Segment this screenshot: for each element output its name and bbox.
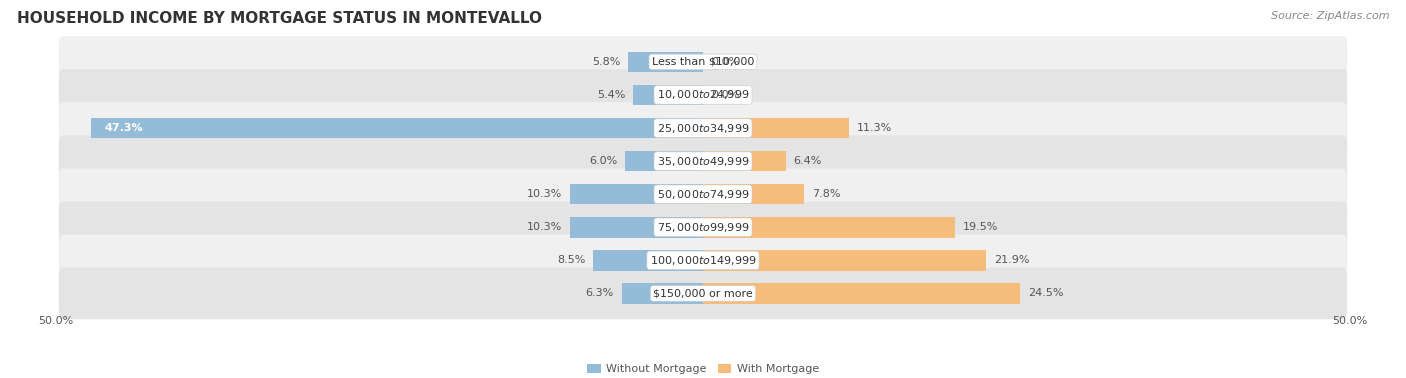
Bar (91, 118, 703, 138)
Text: $50,000 to $74,999: $50,000 to $74,999 (657, 188, 749, 201)
Text: 10.3%: 10.3% (527, 222, 562, 232)
Bar (703, 118, 849, 138)
Text: HOUSEHOLD INCOME BY MORTGAGE STATUS IN MONTEVALLO: HOUSEHOLD INCOME BY MORTGAGE STATUS IN M… (17, 11, 541, 26)
Bar (703, 184, 804, 204)
Bar (569, 217, 703, 237)
Text: Source: ZipAtlas.com: Source: ZipAtlas.com (1271, 11, 1389, 21)
Bar (703, 283, 1019, 304)
Text: 11.3%: 11.3% (856, 123, 893, 133)
Text: $150,000 or more: $150,000 or more (654, 288, 752, 298)
Legend: Without Mortgage, With Mortgage: Without Mortgage, With Mortgage (582, 359, 824, 378)
FancyBboxPatch shape (59, 69, 1347, 121)
Bar (626, 151, 703, 171)
Bar (628, 52, 703, 72)
Text: 5.8%: 5.8% (592, 57, 620, 67)
Text: $25,000 to $34,999: $25,000 to $34,999 (657, 122, 749, 135)
Text: 10.3%: 10.3% (527, 189, 562, 199)
Text: 5.4%: 5.4% (598, 90, 626, 100)
Text: $10,000 to $24,999: $10,000 to $24,999 (657, 88, 749, 101)
Text: 7.8%: 7.8% (811, 189, 841, 199)
Bar (633, 85, 703, 105)
FancyBboxPatch shape (59, 135, 1347, 187)
Bar (593, 250, 703, 271)
Bar (569, 184, 703, 204)
Bar (703, 151, 786, 171)
Text: $75,000 to $99,999: $75,000 to $99,999 (657, 221, 749, 234)
Text: 8.5%: 8.5% (557, 256, 585, 265)
FancyBboxPatch shape (59, 102, 1347, 154)
Text: 21.9%: 21.9% (994, 256, 1029, 265)
Text: $100,000 to $149,999: $100,000 to $149,999 (650, 254, 756, 267)
FancyBboxPatch shape (59, 169, 1347, 220)
Text: Less than $10,000: Less than $10,000 (652, 57, 754, 67)
Text: 24.5%: 24.5% (1028, 288, 1063, 298)
Text: 6.0%: 6.0% (589, 156, 617, 166)
Text: $35,000 to $49,999: $35,000 to $49,999 (657, 155, 749, 167)
FancyBboxPatch shape (59, 201, 1347, 253)
Text: 19.5%: 19.5% (963, 222, 998, 232)
Text: 6.4%: 6.4% (793, 156, 823, 166)
Text: 0.0%: 0.0% (711, 90, 740, 100)
FancyBboxPatch shape (59, 234, 1347, 286)
Text: 6.3%: 6.3% (585, 288, 614, 298)
Text: 47.3%: 47.3% (104, 123, 143, 133)
Text: 0.0%: 0.0% (711, 57, 740, 67)
Bar (621, 283, 703, 304)
FancyBboxPatch shape (59, 268, 1347, 319)
Bar (703, 217, 955, 237)
FancyBboxPatch shape (59, 36, 1347, 88)
Bar (703, 250, 986, 271)
